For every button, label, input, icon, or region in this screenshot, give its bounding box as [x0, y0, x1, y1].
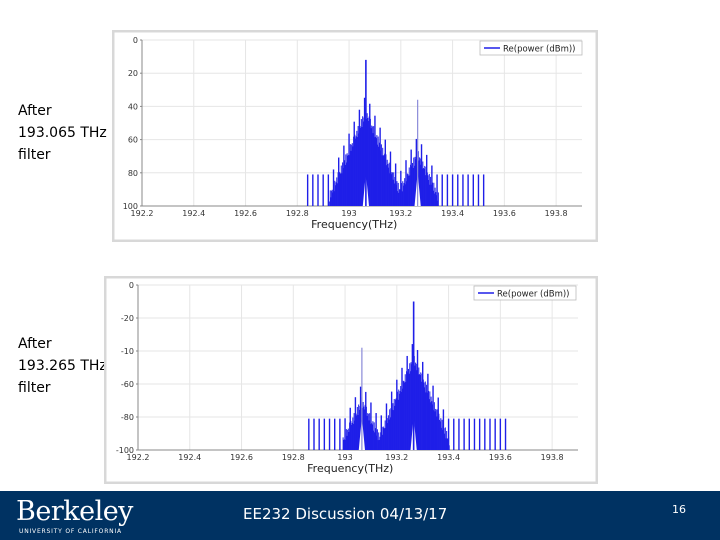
x-axis-label: Frequency(THz)	[307, 462, 393, 475]
caption-line: After	[18, 336, 52, 352]
y-tick-label: 20	[128, 69, 138, 78]
y-tick-label: 80	[128, 169, 138, 178]
spectrum-plot-1: 0 20 40 60 80 100 192.2 192.4 192.6 192.8 193 193.2…	[112, 30, 598, 242]
x-tick-label: 192.8	[282, 453, 305, 462]
y-tick-label: -10	[121, 347, 134, 356]
y-tick-label: 100	[123, 202, 138, 211]
spectrum-series	[306, 59, 485, 206]
legend: Re(power (dBm))	[479, 40, 583, 56]
caption-line: After	[18, 103, 52, 119]
berkeley-logo-subtitle: UNIVERSITY OF CALIFORNIA	[19, 528, 122, 535]
y-tick-label: 60	[128, 136, 138, 145]
x-tick-label: 192.6	[230, 453, 253, 462]
legend-box	[473, 285, 577, 301]
y-tick-label: -60	[121, 380, 134, 389]
x-tick-label: 192.6	[234, 209, 257, 218]
caption-line: filter	[18, 380, 51, 396]
y-tick-label: 0	[133, 36, 138, 45]
x-tick-label: 193.4	[437, 453, 460, 462]
footer-title: EE232 Discussion 04/13/17	[243, 505, 448, 523]
berkeley-logo: Berkeley	[16, 496, 133, 527]
footer-bar: Berkeley UNIVERSITY OF CALIFORNIA EE232 …	[0, 491, 720, 540]
caption-line: 193.065 THz	[18, 125, 107, 141]
caption-filter-193065: After 193.065 THz filter	[18, 100, 107, 166]
spectrum-series	[308, 301, 507, 450]
caption-filter-193265: After 193.265 THz filter	[18, 333, 107, 399]
x-tick-label: 193.2	[385, 453, 408, 462]
caption-line: 193.265 THz	[18, 358, 107, 374]
legend-box	[479, 40, 583, 56]
y-tick-label: 0	[129, 281, 134, 290]
y-tick-label: -80	[121, 413, 134, 422]
x-tick-label: 193.4	[441, 209, 464, 218]
caption-line: filter	[18, 147, 51, 163]
x-tick-label: 192.2	[131, 209, 154, 218]
legend-label: Re(power (dBm))	[503, 45, 576, 55]
x-tick-label: 193.8	[545, 209, 568, 218]
x-tick-label: 192.4	[182, 209, 205, 218]
legend: Re(power (dBm))	[473, 285, 577, 301]
y-tick-label: -20	[121, 314, 134, 323]
x-tick-label: 193	[341, 209, 356, 218]
x-tick-label: 193.2	[389, 209, 412, 218]
x-tick-label: 193.6	[493, 209, 516, 218]
x-tick-label: 193.8	[541, 453, 564, 462]
legend-label: Re(power (dBm))	[497, 290, 570, 300]
x-tick-label: 193.6	[489, 453, 512, 462]
x-axis-label: Frequency(THz)	[311, 218, 397, 231]
y-tick-label: -100	[116, 446, 134, 455]
x-tick-label: 193	[337, 453, 352, 462]
x-tick-label: 192.4	[178, 453, 201, 462]
page-number: 16	[672, 503, 686, 516]
x-tick-label: 192.2	[127, 453, 150, 462]
x-tick-label: 192.8	[286, 209, 309, 218]
spectrum-plot-2: 0 -20 -10 -60 -80 -100 192.2 192.4 192.6 192.8 193…	[104, 276, 598, 484]
y-tick-label: 40	[128, 102, 138, 111]
